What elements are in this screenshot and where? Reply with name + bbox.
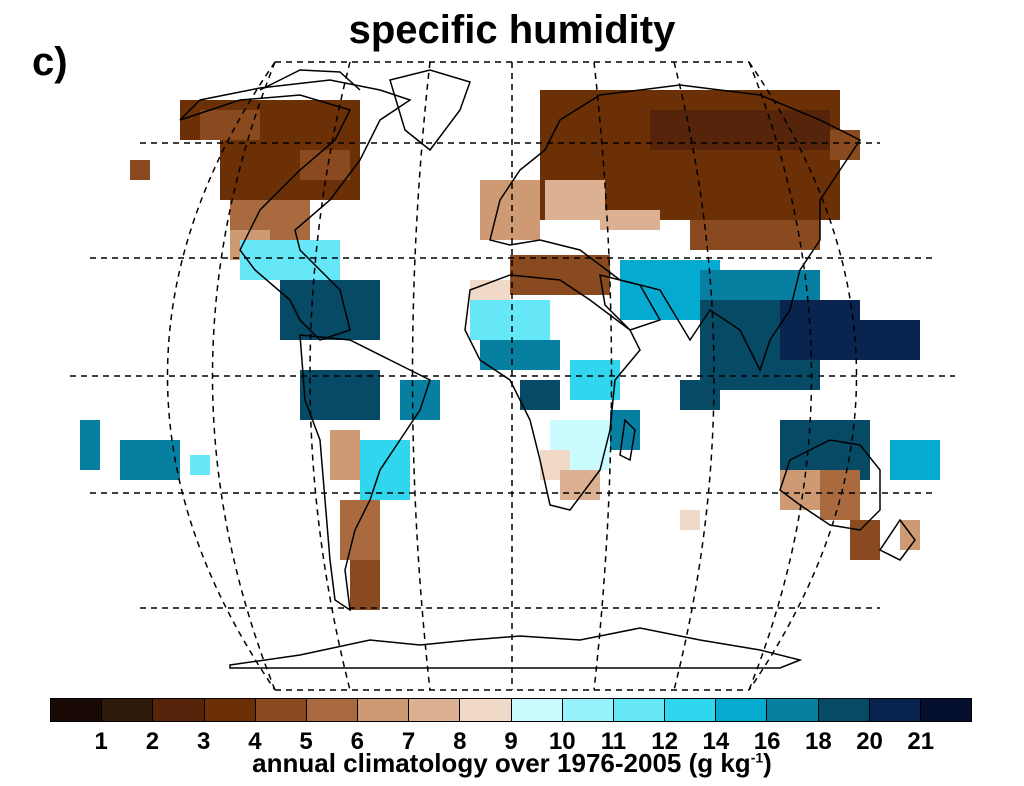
humidity-cell — [480, 180, 540, 240]
panel-label: c) — [32, 40, 68, 84]
colorbar-swatch — [511, 699, 563, 721]
colorbar-tick-label: 21 — [907, 728, 935, 755]
colorbar-tick-label: 4 — [248, 728, 262, 755]
graticule — [70, 61, 955, 691]
colorbar-tick-label: 9 — [504, 728, 518, 755]
humidity-cell — [190, 455, 210, 475]
colorbar-tick-label: 20 — [856, 728, 883, 755]
humidity-cell — [300, 150, 350, 180]
colorbar-tick-label: 8 — [453, 728, 467, 755]
colorbar-tick-label: 18 — [804, 728, 832, 755]
humidity-cell — [280, 280, 380, 340]
humidity-cell — [840, 320, 920, 360]
colorbar-swatch — [102, 699, 154, 721]
colorbar-tick-label: 6 — [350, 728, 365, 755]
colorbar-swatch — [613, 699, 666, 721]
colorbar-swatch — [818, 699, 870, 721]
colorbar-swatch — [51, 699, 103, 721]
humidity-cell — [340, 500, 380, 560]
colorbar-tick-label: 16 — [753, 728, 781, 755]
humidity-cell — [130, 160, 150, 180]
humidity-cell — [300, 370, 380, 420]
caption-unit-exponent: -1 — [750, 749, 764, 766]
humidity-cell — [350, 560, 380, 610]
humidity-cell — [850, 520, 880, 560]
humidity-cell — [480, 340, 560, 370]
humidity-cell — [600, 210, 660, 230]
caption-close: ) — [763, 748, 772, 778]
colorbar-tick-label: 10 — [548, 728, 576, 755]
humidity-cell — [820, 470, 860, 520]
colorbar-tick-label: 5 — [299, 728, 313, 755]
colorbar-tick-label: 11 — [600, 728, 627, 755]
humidity-cell — [330, 430, 360, 480]
world-map — [70, 61, 955, 691]
colorbar-swatch — [716, 699, 768, 721]
colorbar-caption: annual climatology over 1976-2005 (g kg-… — [0, 748, 1024, 779]
humidity-cell — [470, 300, 550, 340]
humidity-cell — [200, 110, 260, 140]
colorbar-tick-label: 3 — [196, 728, 211, 755]
humidity-cell — [830, 130, 860, 160]
humidity-cell — [545, 180, 605, 220]
colorbar-tick-label: 12 — [651, 728, 679, 755]
map-title: specific humidity — [348, 8, 676, 52]
humidity-cell — [400, 380, 440, 420]
colorbar — [50, 698, 972, 722]
colorbar-tick-label: 1 — [94, 728, 108, 755]
humidity-grid-cells — [80, 90, 940, 610]
colorbar-tick-label: 2 — [145, 728, 160, 755]
colorbar-swatch — [460, 699, 512, 721]
coastlines — [179, 69, 916, 669]
humidity-cell — [80, 420, 100, 470]
colorbar-swatch — [153, 699, 205, 721]
colorbar-tick-label: 14 — [702, 728, 730, 755]
colorbar-swatch — [665, 699, 717, 721]
colorbar-swatch — [204, 699, 256, 721]
colorbar-swatch — [920, 699, 972, 721]
colorbar-swatch — [869, 699, 921, 721]
colorbar-swatch — [562, 699, 614, 721]
colorbar-swatch — [767, 699, 819, 721]
caption-text: annual climatology over 1976-2005 (g kg — [252, 748, 751, 778]
humidity-cell — [890, 440, 940, 480]
colorbar-tick-label: 7 — [401, 728, 416, 755]
colorbar-ticks: 1 2 3 4 5 6 7 8 9 10 11 12 14 16 18 20 21 — [50, 728, 972, 758]
humidity-cell — [360, 440, 410, 500]
humidity-cell — [120, 440, 180, 480]
humidity-cell — [520, 380, 560, 410]
humidity-cell — [510, 255, 610, 295]
colorbar-swatch — [409, 699, 461, 721]
colorbar-swatch — [358, 699, 410, 721]
humidity-cell — [680, 510, 700, 530]
colorbar-swatch — [306, 699, 359, 721]
colorbar-swatch — [255, 699, 307, 721]
humidity-cell — [650, 110, 830, 150]
humidity-cell — [560, 470, 600, 500]
humidity-cell — [570, 360, 620, 400]
